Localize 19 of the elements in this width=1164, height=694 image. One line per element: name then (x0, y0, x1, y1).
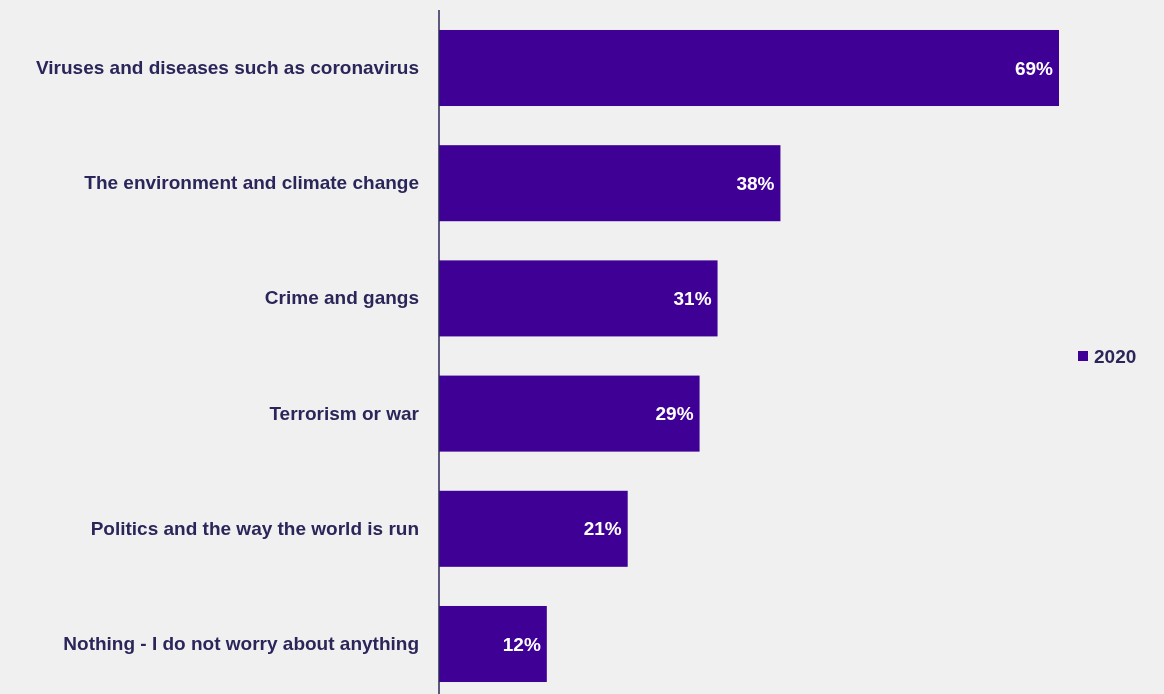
data-label: 12% (502, 633, 541, 655)
data-label: 69% (1014, 57, 1054, 79)
bar (439, 605, 547, 683)
data-label: 31% (673, 288, 712, 310)
y-tick-label: Terrorism or war (269, 402, 420, 424)
legend-label: 2020 (1094, 345, 1137, 367)
bar (439, 145, 781, 222)
y-tick-label: Politics and the way the world is run (90, 517, 419, 539)
y-tick-label: The environment and climate change (84, 172, 419, 194)
y-tick-label: Crime and gangs (264, 287, 419, 309)
bar (439, 260, 718, 337)
data-label: 21% (583, 518, 622, 540)
data-label: 38% (736, 172, 775, 194)
bar (439, 29, 1059, 107)
y-tick-label: Nothing - I do not worry about anything (63, 633, 419, 655)
bar (439, 490, 628, 567)
data-label: 29% (655, 403, 694, 425)
y-tick-label: Viruses and diseases such as coronavirus (35, 57, 419, 79)
bar (439, 375, 700, 452)
